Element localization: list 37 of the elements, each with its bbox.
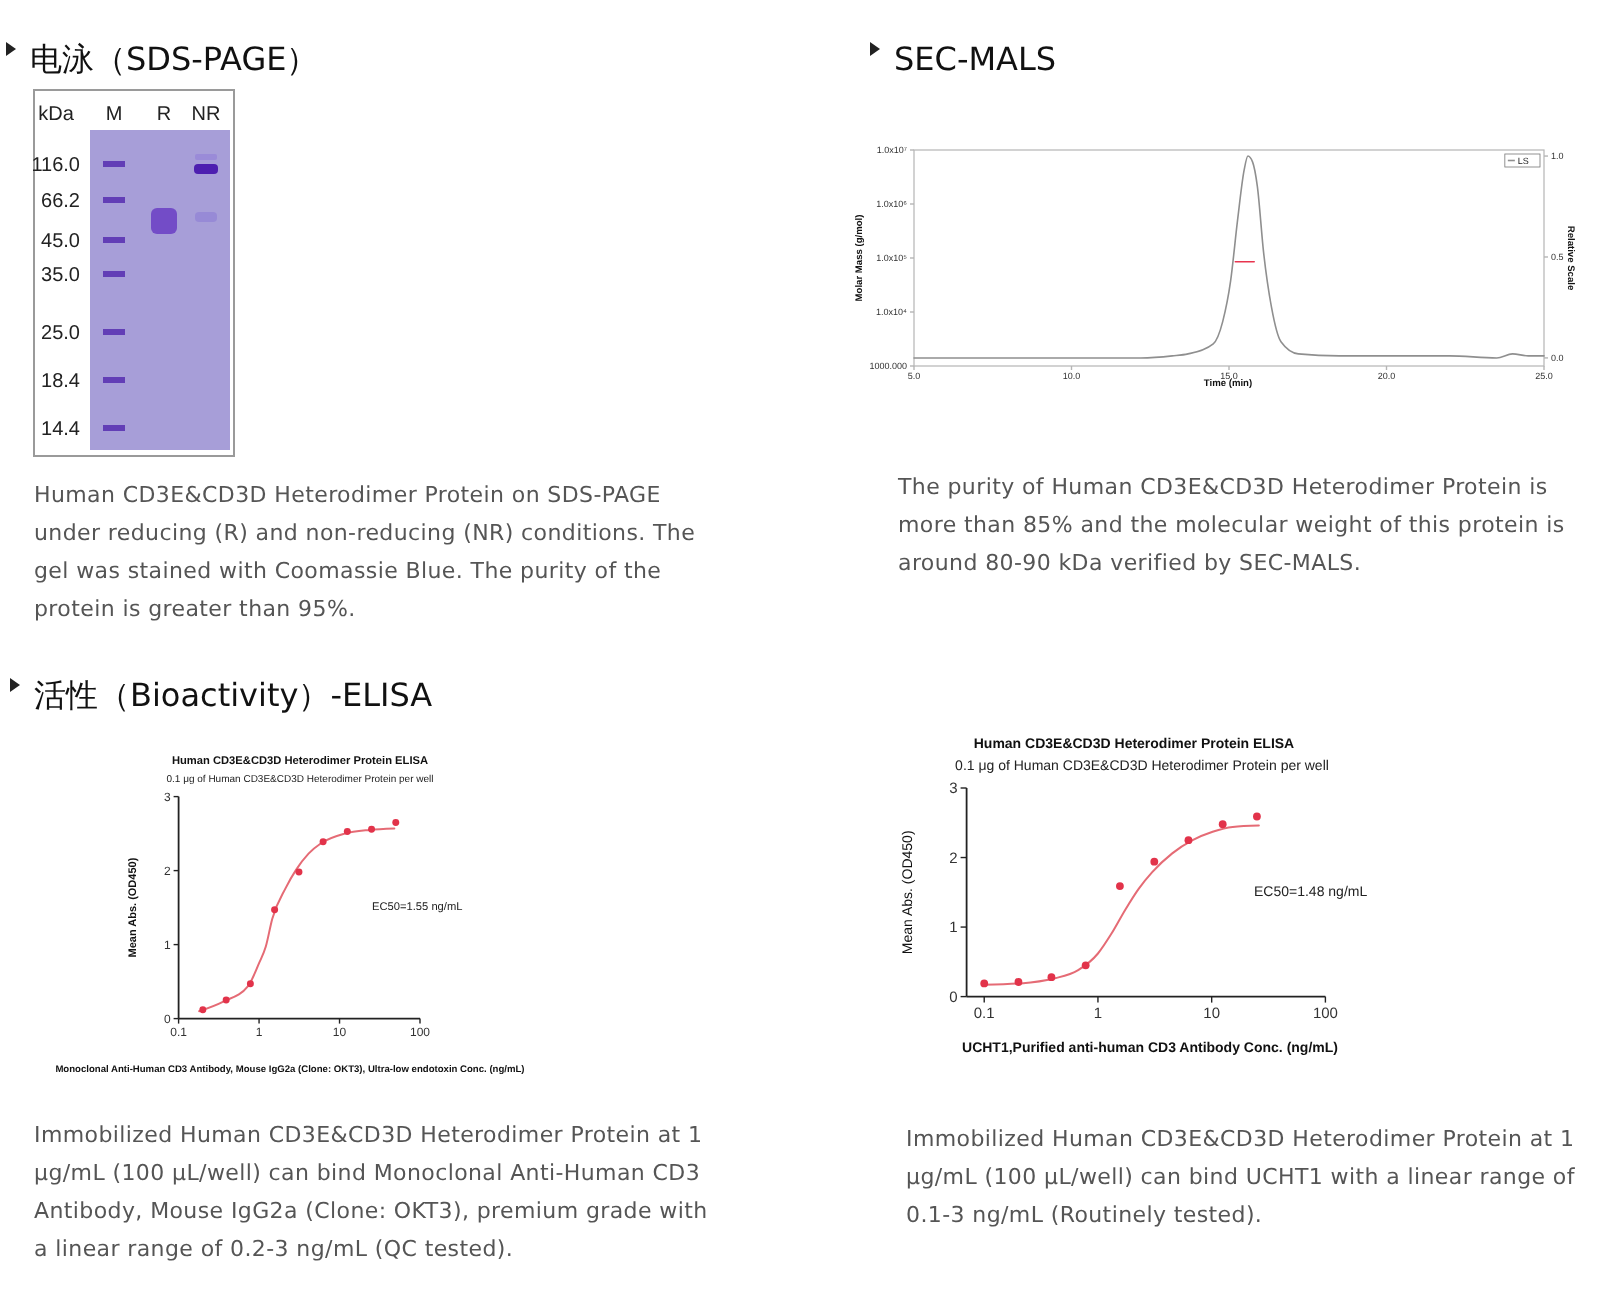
text: Immobilized Human CD3E&CD3D Heterodimer Protein at 1 μg/mL (100 μL/well) can bind Monoclonal Anti-Human CD3 Antibody, Mouse IgG2a (Clone: OKT3), premium grade with a linear range of 0.2-3 ng/mL (QC tested). <box>34 1120 710 1266</box>
category-label: 116.0 <box>31 155 80 177</box>
category-label: 14.4 <box>41 419 80 441</box>
text: 活性（Bioactivity）-ELISA <box>34 676 433 716</box>
point <box>1150 857 1159 866</box>
point <box>1014 978 1023 986</box>
point <box>271 906 279 914</box>
point <box>1047 973 1056 982</box>
point <box>1253 812 1261 821</box>
text: 电泳（SDS-PAGE） <box>30 40 319 80</box>
category-label: 35.0 <box>41 265 80 287</box>
point <box>368 825 376 833</box>
line-series <box>913 155 1545 359</box>
category-label: 45.0 <box>41 231 80 253</box>
category-label: NR <box>191 104 221 126</box>
category-label: R <box>156 104 172 126</box>
text: Human CD3E&CD3D Heterodimer Protein on SDS-PAGE under reducing (R) and non-reducing (NR) conditions. The gel was stained with Coomassie Blue. The purity of the protein is greater than 95%. <box>34 480 698 626</box>
point <box>199 1006 207 1014</box>
text: Immobilized Human CD3E&CD3D Heterodimer Protein at 1 μg/mL (100 μL/well) can bind UCHT1 with a linear range of 0.1-3 ng/mL (Routinely tested). <box>906 1124 1577 1232</box>
point <box>246 980 254 988</box>
point <box>222 996 230 1004</box>
point <box>1116 882 1124 890</box>
text: kDa <box>38 104 75 126</box>
category-label: 66.2 <box>41 191 80 213</box>
point <box>1184 836 1193 845</box>
category-label: M <box>105 104 123 126</box>
category-label: 25.0 <box>41 323 80 345</box>
point <box>392 819 400 826</box>
point <box>1218 820 1227 829</box>
point <box>1081 961 1090 970</box>
point <box>319 838 327 846</box>
point <box>295 868 303 876</box>
point <box>980 979 989 988</box>
point <box>343 827 351 835</box>
chart-title: SEC-MALS <box>894 40 1057 80</box>
category-label: 18.4 <box>41 371 80 393</box>
text: The purity of Human CD3E&CD3D Heterodimer Protein is more than 85% and the molecular weight of this protein is around 80-90 kDa verified by SEC-MALS. <box>898 472 1567 580</box>
